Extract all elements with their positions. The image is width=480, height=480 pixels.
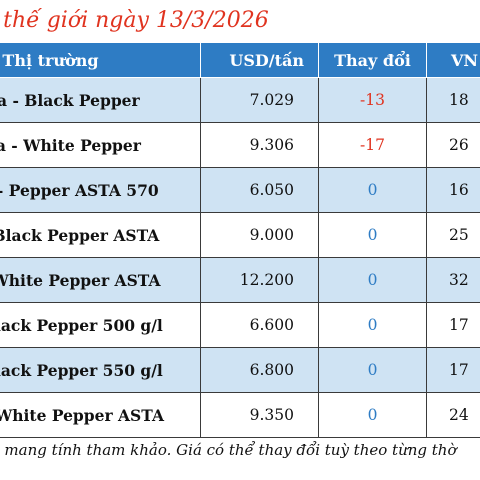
table-row: ysia - White Pepper ASTA 12.200 0 32 [0,257,480,303]
cell-usd: 7.029 [200,77,319,123]
cell-change: 0 [318,257,427,303]
cell-vnd: 24 [426,392,480,438]
cell-vnd: 17 [426,302,480,348]
cell-change: 0 [318,167,427,213]
header-usd-per-ton: USD/tấn [200,42,319,78]
cell-vnd: 16 [426,167,480,213]
table-header-row: Thị trường USD/tấn Thay đổi VN [0,42,480,78]
cell-vnd: 26 [426,122,480,168]
disclaimer-note: n mang tính tham khảo. Giá có thể thay đ… [0,441,457,459]
cell-usd: 6.600 [200,302,319,348]
cell-vnd: 17 [426,347,480,393]
cell-usd: 6.050 [200,167,319,213]
cell-market: nesia - White Pepper [0,122,201,168]
page-title: u thế giới ngày 13/3/2026 [0,8,269,33]
cell-usd: 9.306 [200,122,319,168]
cell-change: 0 [318,392,427,438]
cell-market: nesia - Black Pepper [0,77,201,123]
cell-vnd: 25 [426,212,480,258]
cell-change: -17 [318,122,427,168]
cell-change: -13 [318,77,427,123]
cell-market: ysia - Black Pepper ASTA [0,212,201,258]
table-row: am - Black Pepper 500 g/l 6.600 0 17 [0,302,480,348]
cell-market: Nam - White Pepper ASTA [0,392,201,438]
table-row: nesia - White Pepper 9.306 -17 26 [0,122,480,168]
cell-change: 0 [318,212,427,258]
cell-market: Black - Pepper ASTA 570 [0,167,201,213]
table-row: ysia - Black Pepper ASTA 9.000 0 25 [0,212,480,258]
header-market: Thị trường [0,42,201,78]
cell-vnd: 32 [426,257,480,303]
header-vnd: VN [426,42,480,78]
table-row: Nam - White Pepper ASTA 9.350 0 24 [0,392,480,438]
cell-change: 0 [318,347,427,393]
cell-usd: 9.350 [200,392,319,438]
cell-change: 0 [318,302,427,348]
header-change: Thay đổi [318,42,427,78]
table-row: nesia - Black Pepper 7.029 -13 18 [0,77,480,123]
cell-vnd: 18 [426,77,480,123]
cell-market: am - Black Pepper 550 g/l [0,347,201,393]
cell-usd: 12.200 [200,257,319,303]
cell-market: am - Black Pepper 500 g/l [0,302,201,348]
pepper-price-table: Thị trường USD/tấn Thay đổi VN nesia - B… [0,42,480,438]
table-row: am - Black Pepper 550 g/l 6.800 0 17 [0,347,480,393]
table-row: Black - Pepper ASTA 570 6.050 0 16 [0,167,480,213]
cell-usd: 9.000 [200,212,319,258]
cell-market: ysia - White Pepper ASTA [0,257,201,303]
cell-usd: 6.800 [200,347,319,393]
